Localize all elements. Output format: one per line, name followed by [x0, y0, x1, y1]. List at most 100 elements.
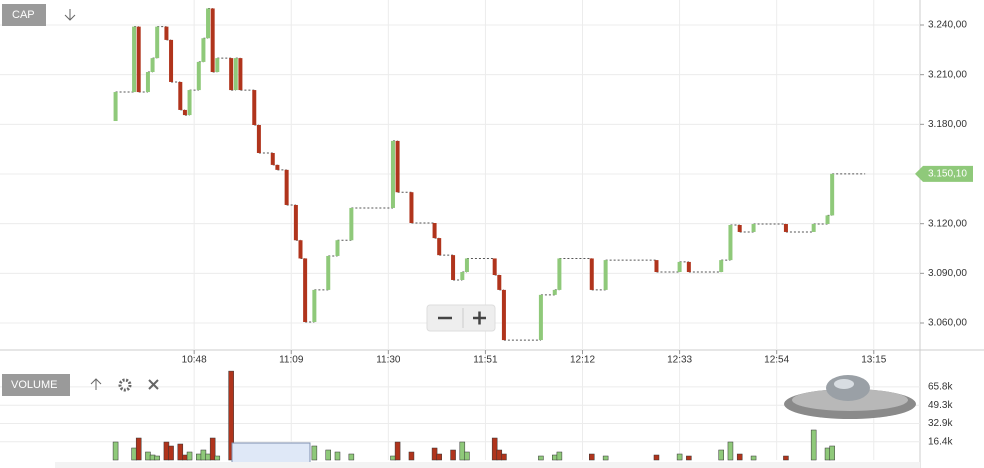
y-tick-label: 3.210,00	[928, 69, 967, 80]
gear-icon[interactable]	[118, 378, 132, 392]
volume-bar	[163, 441, 170, 461]
volume-bar	[556, 451, 563, 461]
volume-bar	[228, 370, 234, 461]
scrollbar[interactable]	[55, 462, 920, 468]
volume-bar	[186, 451, 193, 461]
volume-bar	[750, 455, 757, 461]
ohlc-bar	[164, 26, 169, 40]
cap-badge[interactable]	[2, 4, 46, 26]
volume-bar	[200, 449, 207, 461]
y-tick-label: 32.9k	[928, 418, 953, 429]
ohlc-bar	[719, 260, 724, 273]
ohlc-bar	[270, 152, 275, 165]
ohlc-bar	[293, 204, 298, 241]
up-arrow-icon[interactable]	[90, 378, 102, 390]
ohlc-bar	[215, 58, 220, 73]
y-tick-label: 3.180,00	[928, 119, 967, 130]
volume-label: VOLUME	[11, 379, 57, 391]
ohlc-bar	[728, 225, 733, 261]
ohlc-bar	[497, 275, 502, 290]
volume-bar	[501, 453, 507, 461]
x-tick-label: 12:33	[667, 355, 692, 366]
plot-layer: 10:48 11:09 11:30 11:51 12:12 12:33 12:54 13:15…	[0, 0, 973, 461]
close-icon[interactable]	[148, 379, 159, 390]
ohlc-bar	[303, 258, 308, 323]
ohlc-bar	[811, 224, 816, 232]
ufo-decoration	[784, 375, 916, 419]
ohlc-bar	[256, 125, 261, 153]
ohlc-bar	[178, 81, 183, 110]
ohlc-bar	[464, 258, 469, 273]
ohlc-bar	[538, 294, 543, 341]
ohlc-bar	[298, 240, 303, 259]
ohlc-bar	[825, 215, 830, 225]
volume-bar	[727, 441, 734, 461]
volume-bar	[112, 441, 119, 461]
ohlc-bar	[677, 261, 682, 273]
ohlc-bar	[210, 8, 215, 73]
ohlc-bar	[437, 238, 442, 256]
volume-bar	[589, 453, 595, 461]
volume-badge[interactable]	[2, 374, 70, 396]
ohlc-bar	[155, 26, 160, 59]
ohlc-bar	[326, 255, 331, 290]
volume-bar	[736, 453, 743, 461]
down-arrow-icon[interactable]	[64, 9, 76, 21]
y-tick-label: 3.240,00	[928, 20, 967, 31]
ohlc-bar	[830, 173, 835, 216]
y-tick-label: 49.3k	[928, 400, 953, 411]
selection-range[interactable]	[231, 442, 311, 464]
volume-bar	[653, 454, 660, 461]
last-price-label: 3.150,10	[928, 168, 967, 179]
volume-bar	[390, 455, 396, 461]
ohlc-bar	[206, 8, 211, 39]
volume-bar	[459, 441, 466, 461]
volume-bar	[154, 455, 160, 461]
ohlc-bar	[460, 272, 465, 280]
ohlc-bar	[451, 255, 456, 280]
zoom-in[interactable]	[473, 311, 486, 325]
volume-bar	[676, 453, 683, 461]
ohlc-bar	[686, 261, 691, 273]
ohlc-bar	[187, 90, 192, 116]
volume-bar	[829, 445, 835, 461]
volume-bar	[149, 454, 156, 461]
zoom-box	[426, 304, 496, 332]
ohlc-bar	[557, 258, 562, 290]
ohlc-bar	[113, 92, 118, 122]
x-tick-label: 12:12	[570, 355, 595, 366]
x-tick-label: 11:51	[473, 355, 498, 366]
volume-bar	[718, 449, 724, 461]
last-price-marker	[915, 165, 973, 182]
x-tick-label: 13:15	[861, 355, 886, 366]
volume-bar	[436, 453, 442, 461]
volume-bar	[496, 449, 503, 461]
ohlc-bar	[409, 192, 414, 224]
volume-bar	[464, 451, 470, 461]
y-tick-label: 65.8k	[928, 382, 953, 393]
x-tick-label: 11:30	[376, 355, 401, 366]
ohlc-bar	[603, 260, 608, 290]
volume-bar	[205, 453, 211, 461]
volume-bar	[491, 437, 498, 461]
x-tick-label: 12:54	[764, 355, 789, 366]
ohlc-bar	[654, 260, 659, 273]
ohlc-bar	[182, 109, 187, 116]
volume-bar	[325, 449, 331, 461]
ohlc-bar	[492, 258, 497, 275]
ohlc-bar	[229, 58, 234, 91]
volume-bar	[196, 453, 202, 461]
volume-bar	[450, 449, 456, 461]
volume-bar	[552, 454, 558, 461]
y-tick-label: 3.060,00	[928, 318, 967, 329]
volume-bar	[602, 455, 609, 461]
ohlc-bar	[238, 58, 243, 91]
volume-bar	[431, 447, 438, 461]
ohlc-bar	[275, 164, 280, 170]
volume-bar	[538, 455, 544, 461]
volume-bar	[168, 445, 174, 461]
ohlc-bar	[349, 207, 354, 241]
x-tick-label: 10:48	[182, 355, 207, 366]
